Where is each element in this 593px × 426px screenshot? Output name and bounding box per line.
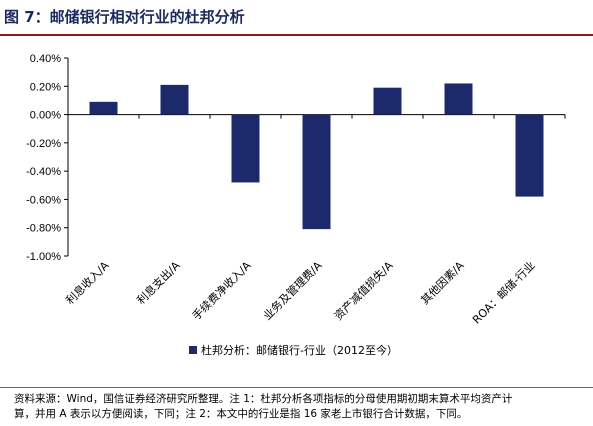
y-tick-label: -0.60% — [26, 194, 61, 206]
y-tick-label: -0.40% — [26, 166, 61, 178]
footnote-divider — [0, 387, 593, 388]
legend-label: 杜邦分析：邮储银行-行业（2012至今） — [201, 343, 398, 357]
bar — [515, 114, 544, 197]
x-category-labels: 利息收入/A 利息支出/A 手续费净收入/A 业务及管理费/A 资产减值损失/A 其他因素… — [63, 258, 538, 327]
y-tick-labels: 0.40% 0.20% 0.00% -0.20% -0.40% -0.60% -0.80% -… — [26, 53, 61, 263]
y-tick-label: -0.80% — [26, 223, 61, 235]
bar — [302, 114, 331, 230]
bar — [160, 84, 189, 115]
y-tick-label: 0.20% — [30, 81, 61, 93]
y-tick-label: -0.20% — [26, 138, 61, 150]
x-category-label: ROA：邮储-行业 — [469, 258, 537, 326]
bar — [231, 114, 260, 183]
y-tick-label: 0.00% — [30, 110, 61, 122]
title-divider — [0, 34, 593, 36]
bar — [444, 83, 473, 115]
x-category-label: 利息支出/A — [134, 258, 183, 307]
y-tick-label: 0.40% — [30, 53, 61, 65]
x-category-label: 手续费净收入/A — [189, 258, 254, 323]
x-category-label: 其他因素/A — [418, 259, 467, 308]
figure-title: 图 7：邮储银行相对行业的杜邦分析 — [4, 8, 245, 26]
x-category-label: 利息收入/A — [63, 258, 112, 307]
source-footnote: 资料来源：Wind，国信证券经济研究所整理。注 1：杜邦分析各项指标的分母使用期… — [14, 392, 584, 422]
x-category-label: 资产减值损失/A — [331, 258, 396, 323]
footnote-line-1: 资料来源：Wind，国信证券经济研究所整理。注 1：杜邦分析各项指标的分母使用期… — [14, 393, 513, 405]
x-category-label: 业务及管理费/A — [260, 258, 325, 323]
footnote-line-2: 算，并用 A 表示以方便阅读，下同；注 2：本文中的行业是指 16 家老上市银行… — [14, 408, 468, 420]
chart-bars — [89, 83, 544, 230]
bar-chart: 0.40% 0.20% 0.00% -0.20% -0.40% -0.60% -0.80% -… — [26, 53, 566, 357]
figure-header: 图 7：邮储银行相对行业的杜邦分析 — [0, 0, 593, 34]
bar — [89, 101, 118, 115]
y-tick-label: -1.00% — [26, 251, 61, 263]
legend-swatch — [189, 346, 197, 354]
bar — [373, 87, 402, 115]
chart-legend: 杜邦分析：邮储银行-行业（2012至今） — [189, 343, 398, 357]
